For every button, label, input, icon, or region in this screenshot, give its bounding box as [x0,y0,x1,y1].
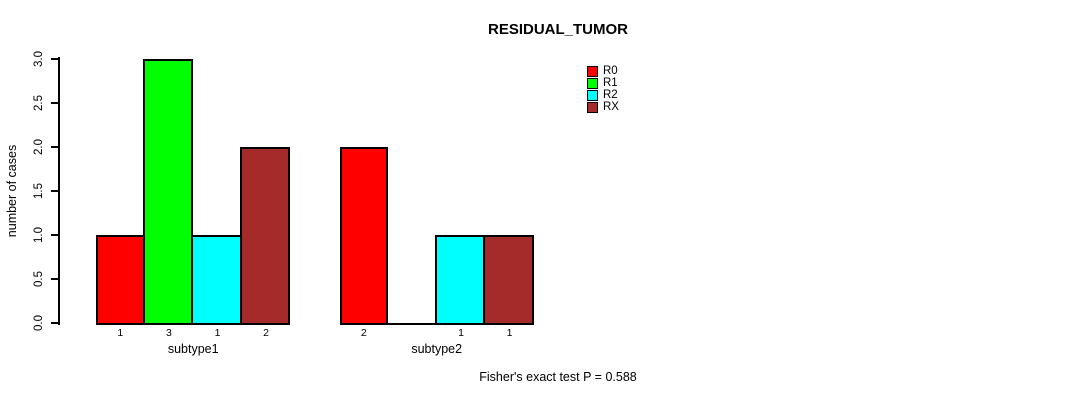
bar-subtype2-R1 [386,323,437,325]
y-axis-tick-label: 3.0 [33,51,45,67]
legend-item-R1: R1 [587,77,619,89]
legend-item-R0: R0 [587,65,619,77]
y-axis-tick [51,278,58,280]
legend-label-R1: R1 [603,77,618,89]
y-axis-tick [51,146,58,148]
legend-swatch-R1 [587,77,598,89]
bar-subtype1-R1 [142,59,194,325]
chart-title: RESIDUAL_TUMOR [487,21,629,38]
fisher-test-footnote: Fisher's exact test P = 0.588 [479,370,637,384]
y-axis-tick-label: 1.0 [33,227,45,243]
x-axis-label-subtype2: subtype2 [411,341,463,356]
bar-value-label: 2 [263,327,270,339]
y-axis-tick-label: 0.0 [33,315,45,331]
bar-subtype2-RX [483,235,534,325]
legend-label-RX: RX [603,101,619,113]
bar-value-label: 1 [506,327,513,339]
legend-item-RX: RX [587,101,619,113]
legend-label-R2: R2 [603,89,618,101]
bar-subtype1-R2 [191,235,242,325]
legend-label-R0: R0 [603,65,618,77]
bar-subtype1-RX [239,147,291,325]
x-axis-label-subtype1: subtype1 [167,341,219,356]
y-axis-line [58,57,60,325]
legend-swatch-RX [587,101,598,113]
y-axis-tick-label: 0.5 [33,271,45,287]
y-axis-tick-label: 2.5 [33,95,45,111]
bar-subtype2-R0 [339,147,389,325]
bar-value-label: 3 [165,327,172,339]
bar-value-label: 1 [214,327,221,339]
y-axis-tick [51,102,58,104]
bar-value-label: 2 [360,327,367,339]
y-axis-tick-label: 2.0 [33,139,45,155]
bar-value-label: 1 [117,327,124,339]
bar-value-label: 1 [458,327,464,339]
y-axis-tick [51,234,58,236]
bar-subtype1-R0 [96,235,145,325]
legend-swatch-R2 [587,89,598,101]
y-axis-tick [51,58,58,60]
y-axis-tick-label: 1.5 [33,183,45,199]
bar-subtype2-R2 [434,235,486,325]
legend-item-R2: R2 [587,89,619,101]
legend: R0 R1 R2 RX [587,65,619,113]
y-axis-tick [51,190,58,192]
y-axis-label: number of cases [5,144,19,238]
legend-swatch-R0 [587,65,598,77]
y-axis-tick [51,322,58,324]
